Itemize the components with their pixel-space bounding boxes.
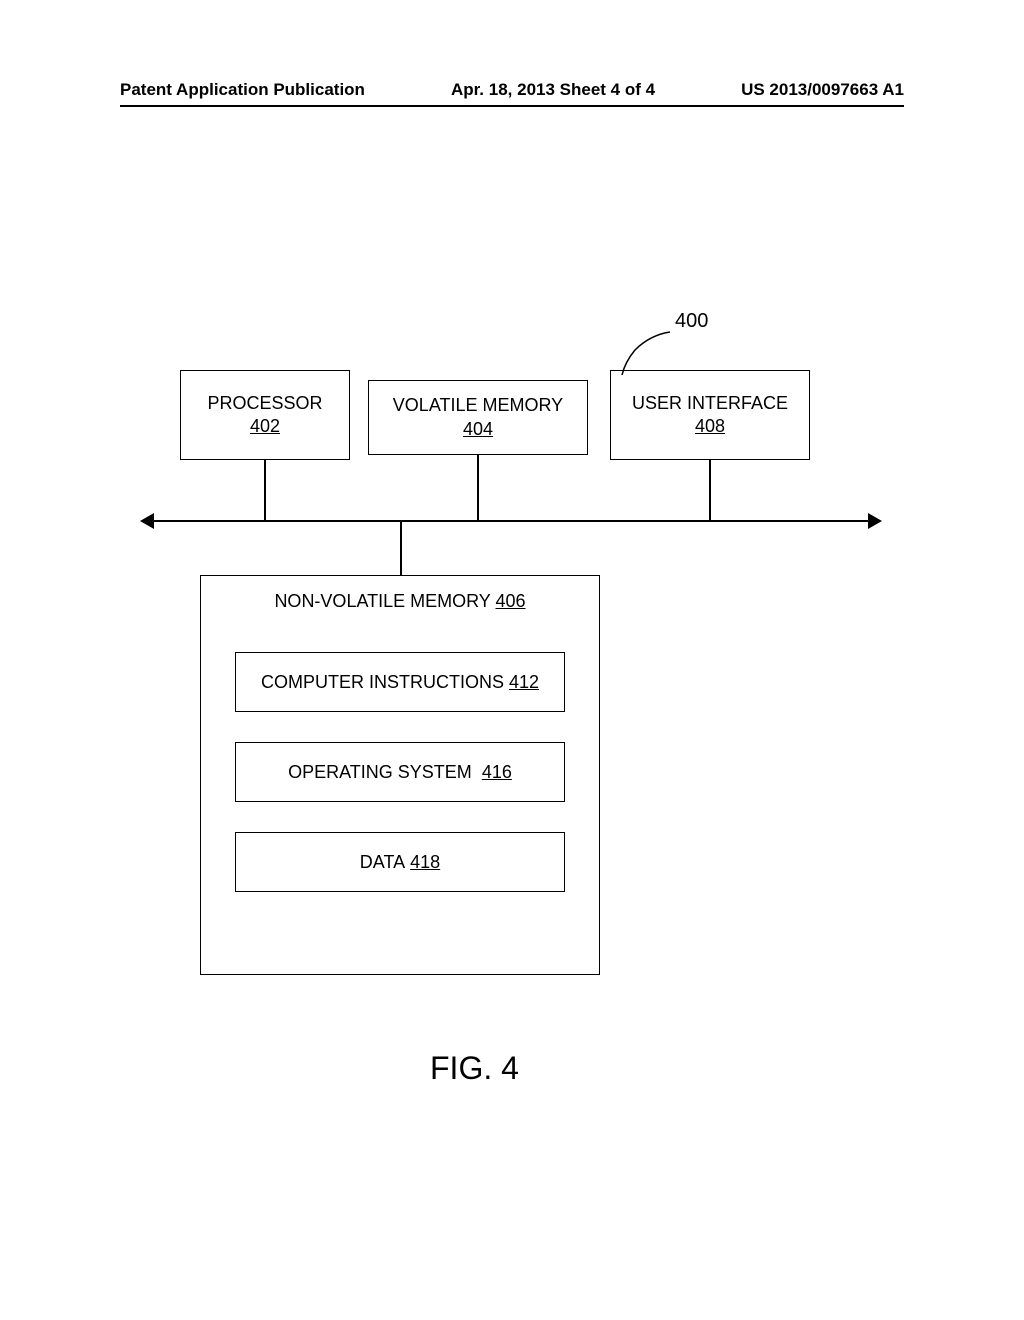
page-header: Patent Application Publication Apr. 18, … xyxy=(120,80,904,100)
header-left: Patent Application Publication xyxy=(120,80,365,100)
processor-box: PROCESSOR 402 xyxy=(180,370,350,460)
user-interface-box: USER INTERFACE 408 xyxy=(610,370,810,460)
reference-numeral-400: 400 xyxy=(675,310,708,333)
diagram: 400 PROCESSOR 402 VOLATILE MEMORY 404 US… xyxy=(120,300,910,1020)
data-box: DATA 418 xyxy=(235,832,565,892)
bus-arrow-right-icon xyxy=(868,513,882,529)
non-volatile-memory-box: NON-VOLATILE MEMORY 406 COMPUTER INSTRUC… xyxy=(200,575,600,975)
reference-leader-curve xyxy=(620,330,675,375)
computer-instructions-box: COMPUTER INSTRUCTIONS 412 xyxy=(235,652,565,712)
user-interface-label: USER INTERFACE 408 xyxy=(632,392,788,439)
connector-processor xyxy=(264,460,266,520)
figure-label: FIG. 4 xyxy=(430,1050,519,1087)
bus-line xyxy=(150,520,870,522)
connector-nvm xyxy=(400,521,402,576)
connector-volatile xyxy=(477,455,479,520)
volatile-memory-label: VOLATILE MEMORY 404 xyxy=(393,394,563,441)
nvm-label: NON-VOLATILE MEMORY 406 xyxy=(274,591,525,612)
header-right: US 2013/0097663 A1 xyxy=(741,80,904,100)
volatile-memory-box: VOLATILE MEMORY 404 xyxy=(368,380,588,455)
operating-system-box: OPERATING SYSTEM 416 xyxy=(235,742,565,802)
header-middle: Apr. 18, 2013 Sheet 4 of 4 xyxy=(451,80,655,100)
connector-ui xyxy=(709,460,711,520)
processor-label: PROCESSOR 402 xyxy=(207,392,322,439)
header-rule xyxy=(120,105,904,107)
